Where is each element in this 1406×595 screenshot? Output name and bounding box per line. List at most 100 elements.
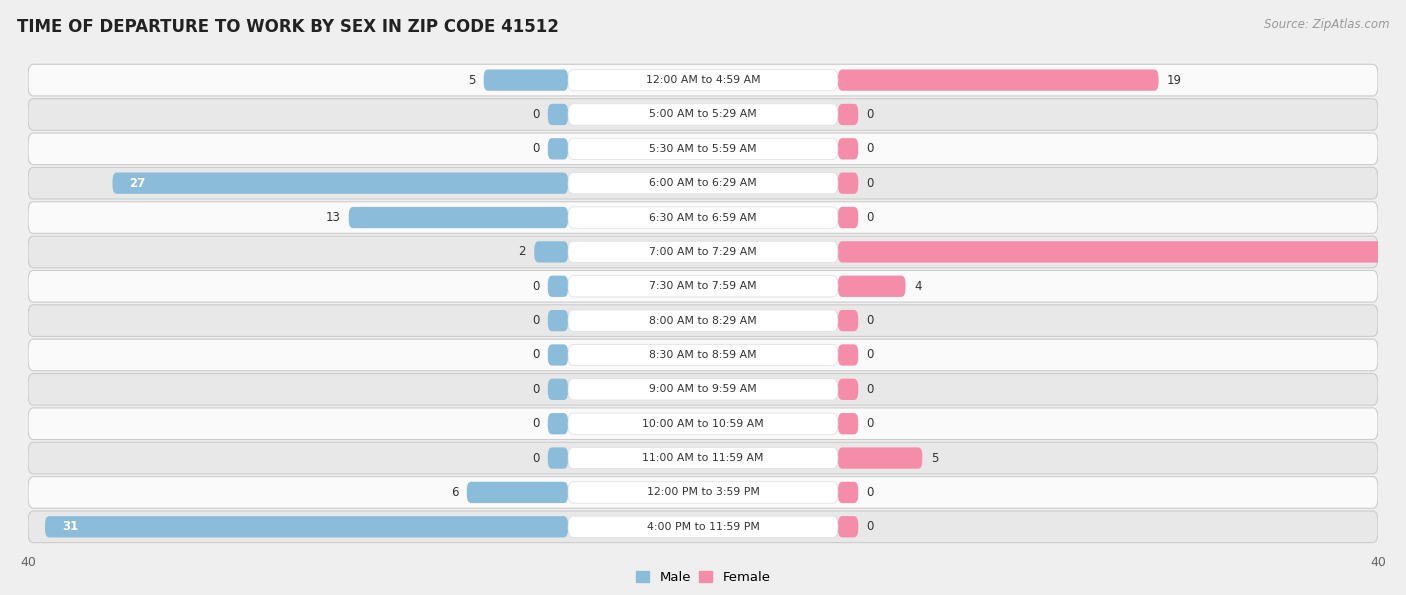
FancyBboxPatch shape [568, 104, 838, 125]
FancyBboxPatch shape [28, 374, 1378, 405]
FancyBboxPatch shape [45, 516, 568, 537]
Text: TIME OF DEPARTURE TO WORK BY SEX IN ZIP CODE 41512: TIME OF DEPARTURE TO WORK BY SEX IN ZIP … [17, 18, 558, 36]
FancyBboxPatch shape [838, 207, 858, 228]
Text: 0: 0 [866, 142, 875, 155]
FancyBboxPatch shape [28, 477, 1378, 508]
FancyBboxPatch shape [838, 310, 858, 331]
Text: 0: 0 [531, 108, 540, 121]
FancyBboxPatch shape [568, 482, 838, 503]
FancyBboxPatch shape [838, 138, 858, 159]
FancyBboxPatch shape [548, 378, 568, 400]
Text: 0: 0 [866, 417, 875, 430]
FancyBboxPatch shape [568, 173, 838, 194]
Text: 19: 19 [1167, 74, 1182, 87]
FancyBboxPatch shape [349, 207, 568, 228]
Text: 9:00 AM to 9:59 AM: 9:00 AM to 9:59 AM [650, 384, 756, 394]
Text: 0: 0 [866, 520, 875, 533]
Text: 0: 0 [531, 383, 540, 396]
FancyBboxPatch shape [548, 104, 568, 125]
FancyBboxPatch shape [838, 275, 905, 297]
FancyBboxPatch shape [28, 442, 1378, 474]
Text: 0: 0 [531, 417, 540, 430]
Text: 0: 0 [531, 280, 540, 293]
FancyBboxPatch shape [28, 167, 1378, 199]
Text: 0: 0 [866, 486, 875, 499]
FancyBboxPatch shape [28, 236, 1378, 268]
FancyBboxPatch shape [467, 482, 568, 503]
Text: 0: 0 [866, 383, 875, 396]
FancyBboxPatch shape [838, 447, 922, 469]
Text: 5:00 AM to 5:29 AM: 5:00 AM to 5:29 AM [650, 109, 756, 120]
Text: 0: 0 [531, 452, 540, 465]
Text: 2: 2 [519, 245, 526, 258]
FancyBboxPatch shape [28, 511, 1378, 543]
FancyBboxPatch shape [838, 173, 858, 194]
FancyBboxPatch shape [838, 70, 1159, 91]
FancyBboxPatch shape [28, 64, 1378, 96]
FancyBboxPatch shape [838, 104, 858, 125]
FancyBboxPatch shape [568, 378, 838, 400]
Text: 0: 0 [866, 349, 875, 362]
Text: 0: 0 [531, 349, 540, 362]
Text: 6:00 AM to 6:29 AM: 6:00 AM to 6:29 AM [650, 178, 756, 188]
FancyBboxPatch shape [548, 447, 568, 469]
FancyBboxPatch shape [568, 310, 838, 331]
FancyBboxPatch shape [28, 408, 1378, 440]
Text: 0: 0 [531, 314, 540, 327]
FancyBboxPatch shape [568, 207, 838, 228]
Text: 0: 0 [866, 177, 875, 190]
FancyBboxPatch shape [568, 345, 838, 366]
FancyBboxPatch shape [28, 202, 1378, 233]
Text: 0: 0 [531, 142, 540, 155]
FancyBboxPatch shape [838, 378, 858, 400]
Text: 5: 5 [931, 452, 938, 465]
FancyBboxPatch shape [838, 482, 858, 503]
FancyBboxPatch shape [838, 345, 858, 366]
FancyBboxPatch shape [28, 339, 1378, 371]
Text: 8:00 AM to 8:29 AM: 8:00 AM to 8:29 AM [650, 315, 756, 325]
Text: 5:30 AM to 5:59 AM: 5:30 AM to 5:59 AM [650, 144, 756, 154]
FancyBboxPatch shape [568, 241, 838, 262]
Text: Source: ZipAtlas.com: Source: ZipAtlas.com [1264, 18, 1389, 31]
Text: 0: 0 [866, 314, 875, 327]
Text: 8:30 AM to 8:59 AM: 8:30 AM to 8:59 AM [650, 350, 756, 360]
Text: 6: 6 [451, 486, 458, 499]
Text: 27: 27 [129, 177, 146, 190]
Text: 0: 0 [866, 108, 875, 121]
FancyBboxPatch shape [548, 345, 568, 366]
Text: 6:30 AM to 6:59 AM: 6:30 AM to 6:59 AM [650, 212, 756, 223]
Text: 4: 4 [914, 280, 921, 293]
Text: 12:00 PM to 3:59 PM: 12:00 PM to 3:59 PM [647, 487, 759, 497]
Text: 5: 5 [468, 74, 475, 87]
FancyBboxPatch shape [838, 413, 858, 434]
Text: 7:00 AM to 7:29 AM: 7:00 AM to 7:29 AM [650, 247, 756, 257]
FancyBboxPatch shape [568, 138, 838, 159]
Legend: Male, Female: Male, Female [630, 566, 776, 590]
Text: 7:30 AM to 7:59 AM: 7:30 AM to 7:59 AM [650, 281, 756, 292]
FancyBboxPatch shape [568, 70, 838, 91]
FancyBboxPatch shape [568, 447, 838, 469]
FancyBboxPatch shape [548, 310, 568, 331]
FancyBboxPatch shape [568, 275, 838, 297]
FancyBboxPatch shape [28, 305, 1378, 336]
Text: 10:00 AM to 10:59 AM: 10:00 AM to 10:59 AM [643, 419, 763, 429]
Text: 0: 0 [866, 211, 875, 224]
FancyBboxPatch shape [484, 70, 568, 91]
FancyBboxPatch shape [838, 516, 858, 537]
FancyBboxPatch shape [568, 516, 838, 537]
Text: 12:00 AM to 4:59 AM: 12:00 AM to 4:59 AM [645, 75, 761, 85]
FancyBboxPatch shape [28, 133, 1378, 165]
FancyBboxPatch shape [568, 413, 838, 434]
FancyBboxPatch shape [548, 138, 568, 159]
Text: 13: 13 [325, 211, 340, 224]
Text: 4:00 PM to 11:59 PM: 4:00 PM to 11:59 PM [647, 522, 759, 532]
FancyBboxPatch shape [534, 241, 568, 262]
Text: 11:00 AM to 11:59 AM: 11:00 AM to 11:59 AM [643, 453, 763, 463]
FancyBboxPatch shape [112, 173, 568, 194]
Text: 31: 31 [62, 520, 79, 533]
FancyBboxPatch shape [838, 241, 1406, 262]
FancyBboxPatch shape [28, 99, 1378, 130]
FancyBboxPatch shape [28, 271, 1378, 302]
FancyBboxPatch shape [548, 413, 568, 434]
FancyBboxPatch shape [548, 275, 568, 297]
